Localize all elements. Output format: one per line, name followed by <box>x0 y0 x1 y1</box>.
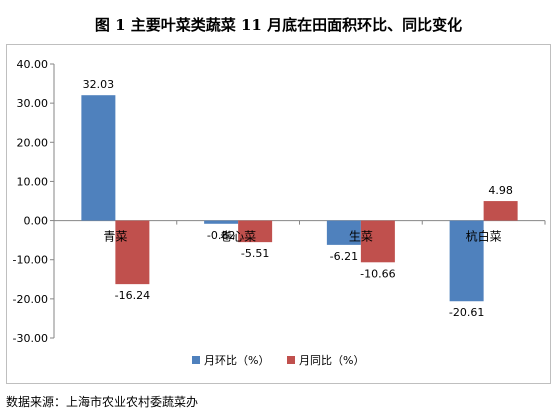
bar-month-on-month <box>81 95 116 221</box>
y-tick-label: 20.00 <box>17 136 49 149</box>
category-label: 卷心菜 <box>220 229 256 244</box>
data-label: -16.24 <box>115 289 150 302</box>
data-label: -0.82 <box>207 229 235 242</box>
y-tick-label: -30.00 <box>13 332 48 345</box>
category-label: 青菜 <box>103 230 127 244</box>
data-label: 4.98 <box>488 184 513 197</box>
y-tick-label: 30.00 <box>17 97 49 110</box>
legend-label: 月同比（%） <box>299 354 364 367</box>
category-label: 生菜 <box>349 230 373 244</box>
bar-year-on-year <box>483 201 518 221</box>
y-tick-label: 40.00 <box>17 58 49 71</box>
source-note: 数据来源：上海市农业农村委蔬菜办 <box>6 395 199 409</box>
legend-label: 月环比（%） <box>204 354 269 367</box>
bar-year-on-year <box>360 220 395 263</box>
data-label: -10.66 <box>360 267 395 280</box>
bar-chart: 40.00 30.00 20.00 10.00 0.00 -10.00 -20.00 -30.… <box>13 58 546 367</box>
y-tick-label: -20.00 <box>13 293 48 306</box>
chart-frame: 40.00 30.00 20.00 10.00 0.00 -10.00 -20.00 -30.… <box>6 44 551 384</box>
y-tick-label: -10.00 <box>13 254 48 267</box>
data-label: -20.61 <box>449 306 484 319</box>
legend-swatch <box>192 356 200 364</box>
data-label: -6.21 <box>330 250 358 263</box>
bar-month-on-month <box>326 220 361 245</box>
bar-year-on-year <box>238 220 273 243</box>
category-label: 杭白菜 <box>466 229 502 244</box>
data-label: 32.03 <box>83 78 115 91</box>
data-label: -5.51 <box>241 247 269 260</box>
y-tick-label: 10.00 <box>17 175 49 188</box>
legend-swatch <box>287 356 295 364</box>
bar-year-on-year <box>115 220 150 285</box>
y-tick-label: 0.00 <box>24 215 49 228</box>
bar-month-on-month <box>204 220 239 224</box>
bar-month-on-month <box>449 220 484 302</box>
chart-title: 图 1 主要叶菜类蔬菜 11 月底在田面积环比、同比变化 <box>94 16 463 34</box>
